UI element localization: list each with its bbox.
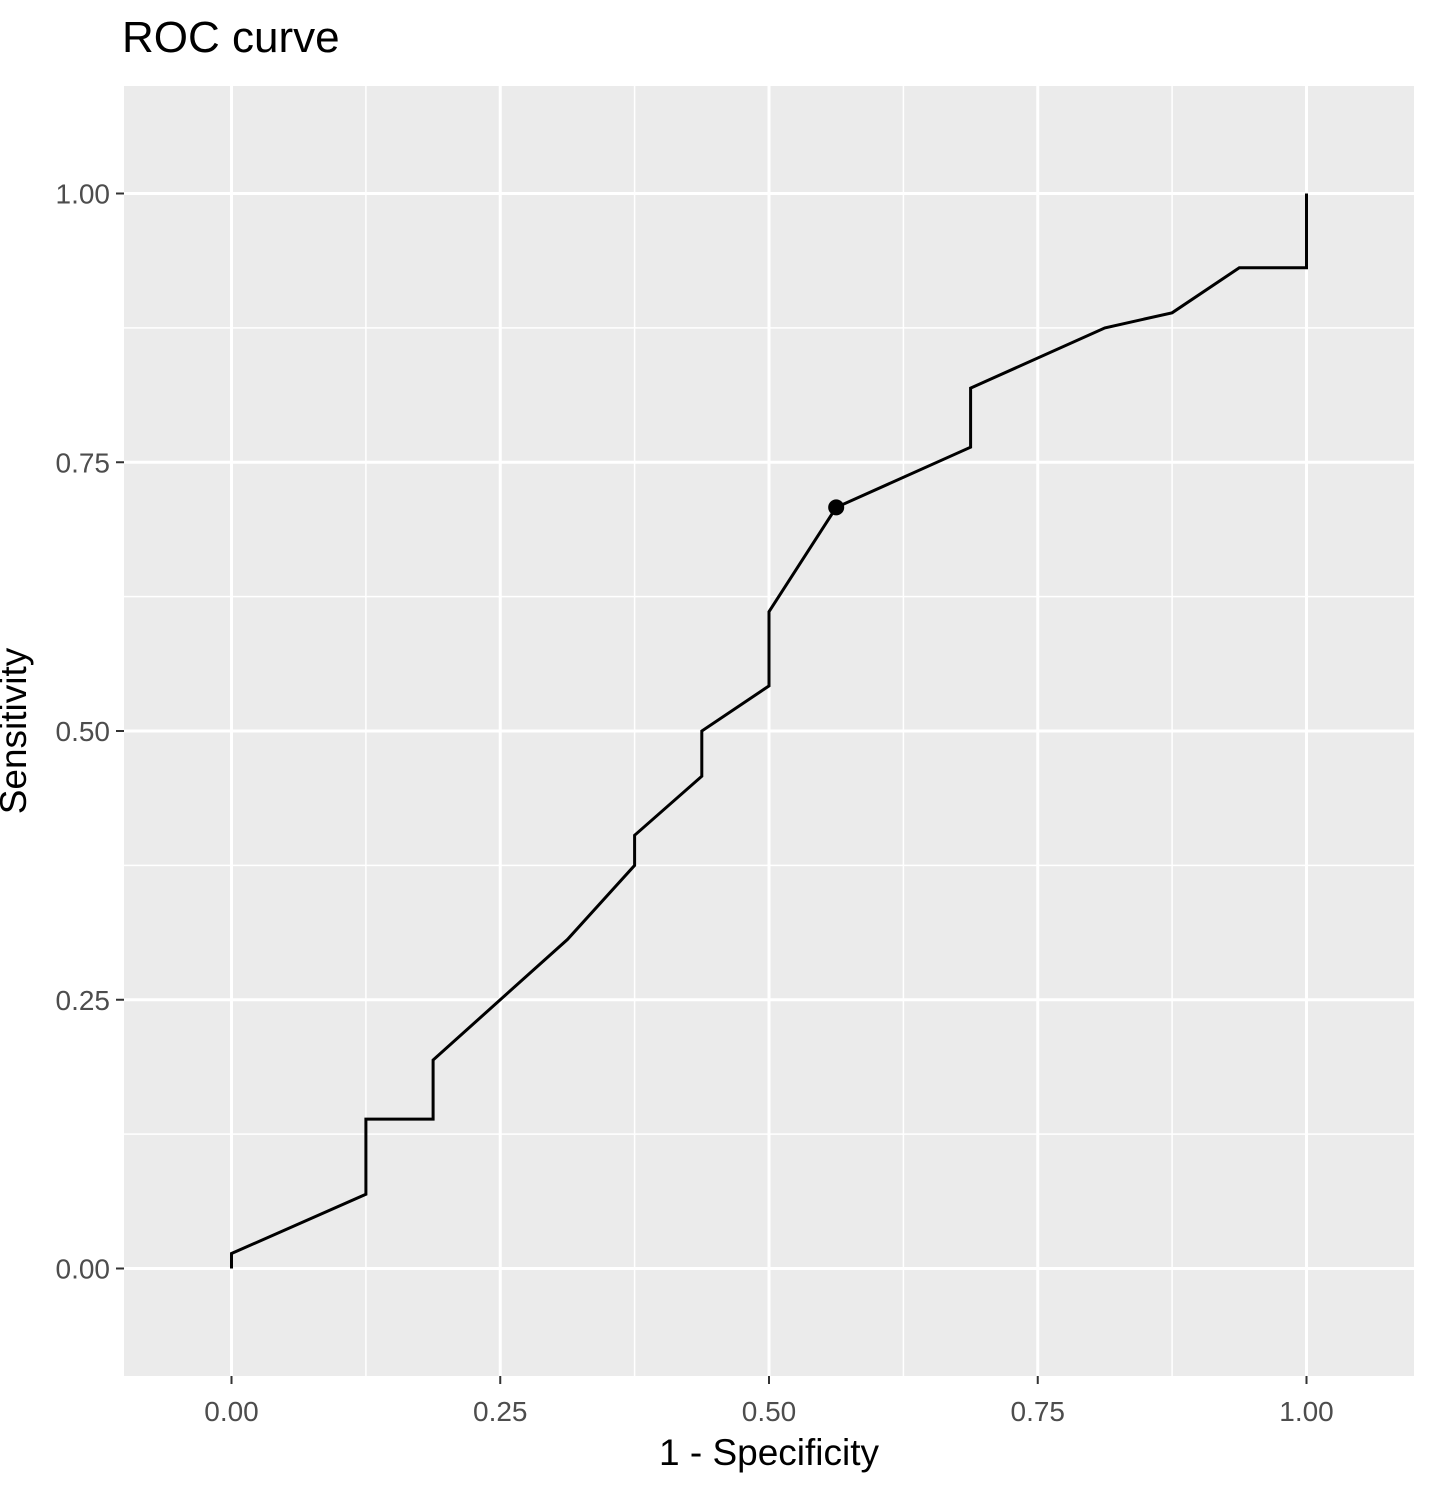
x-tick-label: 0.25 xyxy=(473,1396,528,1427)
x-tick-label: 0.00 xyxy=(204,1396,259,1427)
x-tick-label: 0.50 xyxy=(742,1396,797,1427)
x-tick-label: 0.75 xyxy=(1011,1396,1066,1427)
x-axis-ticks: 0.00 0.25 0.50 0.75 1.00 xyxy=(204,1376,1334,1427)
roc-curve-line xyxy=(230,193,1308,1269)
y-tick-label: 0.50 xyxy=(56,716,111,747)
x-tick-label: 1.00 xyxy=(1279,1396,1334,1427)
y-tick-label: 0.00 xyxy=(56,1254,111,1285)
y-axis-label: Sensitivity xyxy=(0,647,34,814)
y-tick-label: 0.75 xyxy=(56,447,111,478)
y-tick-label: 1.00 xyxy=(56,179,111,210)
series-layer xyxy=(230,193,1308,1269)
chart-title: ROC curve xyxy=(122,13,340,62)
major-gridlines xyxy=(124,86,1414,1376)
optimal-cutoff-point xyxy=(828,499,845,516)
y-axis-ticks: 0.00 0.25 0.50 0.75 1.00 xyxy=(56,179,124,1285)
x-axis-label: 1 - Specificity xyxy=(659,1432,880,1473)
y-tick-label: 0.25 xyxy=(56,985,111,1016)
